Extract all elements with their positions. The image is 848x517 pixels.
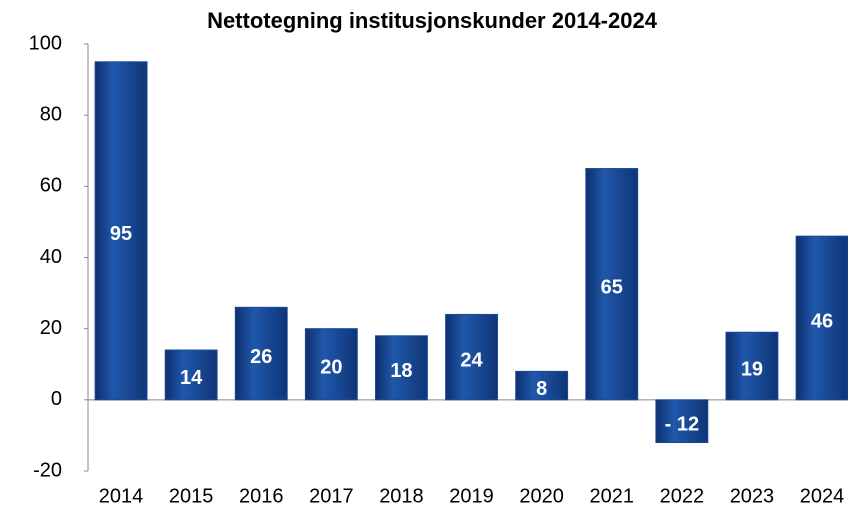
bar [725, 331, 779, 401]
bar [164, 349, 218, 401]
x-tick-label: 2015 [169, 485, 214, 507]
value-label: 14 [180, 367, 203, 389]
bar [585, 168, 639, 401]
value-label: - 12 [665, 413, 699, 435]
value-label: 26 [250, 346, 272, 368]
x-tick-label: 2023 [730, 485, 775, 507]
y-tick-label: -20 [33, 459, 62, 481]
x-tick-label: 2016 [239, 485, 284, 507]
x-tick-label: 2024 [800, 485, 845, 507]
bar [304, 328, 358, 401]
chart-title: Nettotegning institusjonskunder 2014-202… [207, 8, 658, 33]
value-label: 18 [390, 360, 412, 382]
value-label: 65 [601, 276, 623, 298]
x-tick-label: 2020 [519, 485, 564, 507]
value-label: 46 [811, 310, 833, 332]
bar [655, 399, 709, 444]
x-tick-label: 2022 [660, 485, 705, 507]
x-tick-label: 2014 [99, 485, 144, 507]
y-tick-label: 60 [40, 175, 62, 197]
value-label: 19 [741, 358, 763, 380]
value-label: 24 [460, 349, 483, 371]
x-tick-label: 2019 [449, 485, 494, 507]
bar [795, 235, 848, 401]
y-tick-label: 0 [51, 388, 62, 410]
bar [445, 313, 498, 401]
y-tick-label: 20 [40, 317, 62, 339]
y-tick-label: 80 [40, 103, 62, 125]
y-tick-label: 40 [40, 246, 62, 268]
y-tick-label: 100 [29, 32, 62, 54]
bar [234, 306, 288, 401]
x-tick-label: 2018 [379, 485, 424, 507]
bar [94, 61, 148, 401]
value-label: 8 [536, 378, 547, 400]
x-tick-label: 2017 [309, 485, 354, 507]
bar [375, 335, 428, 401]
value-label: 20 [320, 357, 342, 379]
bar [515, 370, 569, 401]
x-tick-label: 2021 [590, 485, 635, 507]
value-label: 95 [110, 223, 132, 245]
